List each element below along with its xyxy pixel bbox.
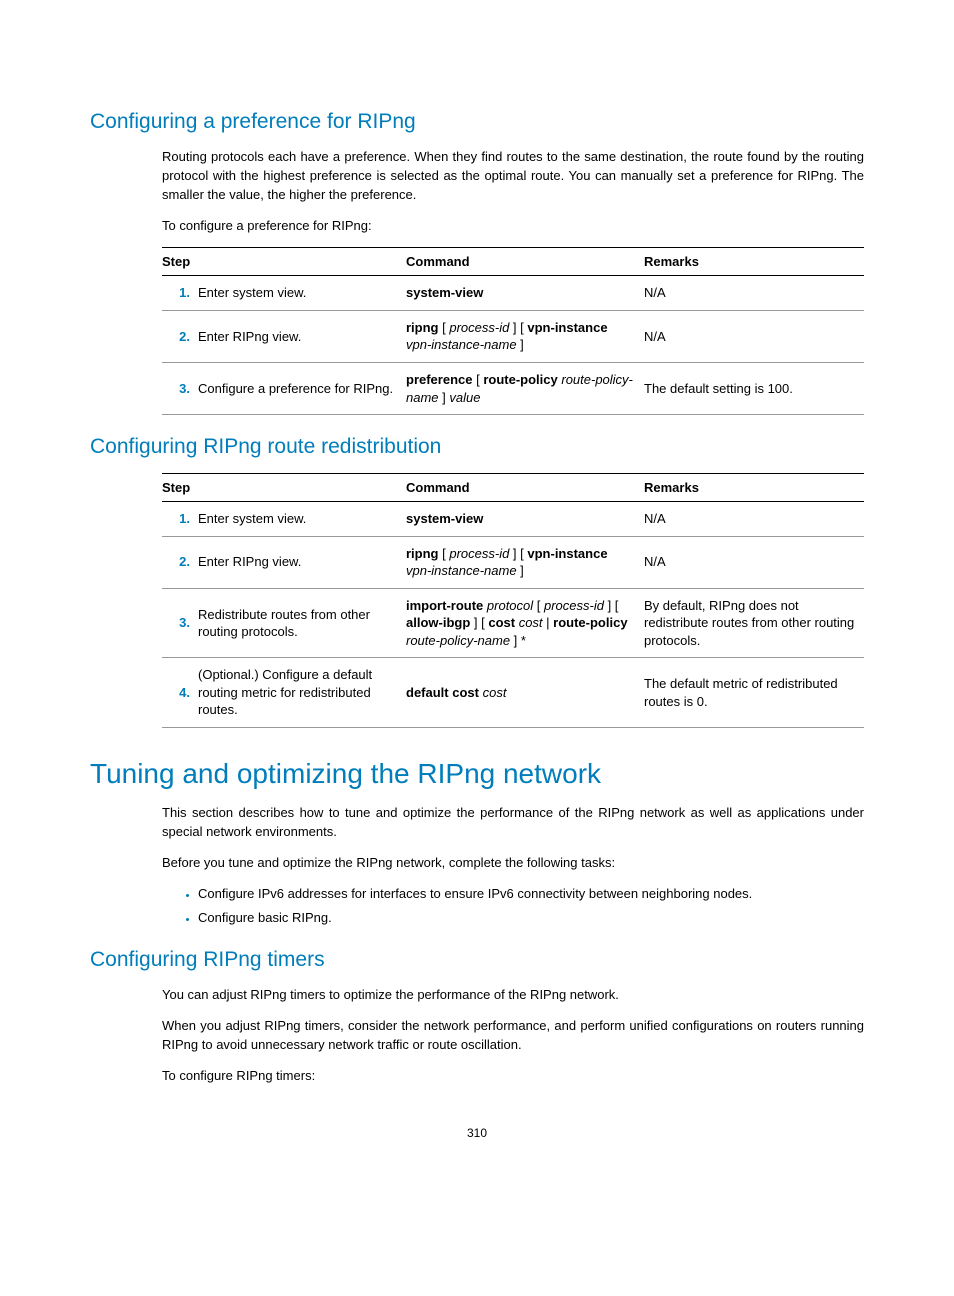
cmd-arg: route-policy-name: [406, 633, 510, 648]
paragraph: This section describes how to tune and o…: [162, 804, 864, 842]
cmd-kw: cost: [488, 615, 515, 630]
step-number: 4.: [162, 658, 198, 728]
table-row: 1. Enter system view. system-view N/A: [162, 276, 864, 311]
remarks-text: N/A: [644, 502, 864, 537]
cmd-kw: preference: [406, 372, 472, 387]
document-page: Configuring a preference for RIPng Routi…: [0, 0, 954, 1180]
table-preference: Step Command Remarks 1. Enter system vie…: [162, 247, 864, 415]
table-header-row: Step Command Remarks: [162, 248, 864, 276]
cmd-kw: system-view: [406, 285, 483, 300]
heading-tuning: Tuning and optimizing the RIPng network: [90, 758, 864, 790]
heading-preference: Configuring a preference for RIPng: [90, 110, 864, 134]
step-number: 3.: [162, 588, 198, 658]
command-text: ripng [ process-id ] [ vpn-instance vpn-…: [406, 536, 644, 588]
paragraph: Routing protocols each have a preference…: [162, 148, 864, 205]
step-text: (Optional.) Configure a default routing …: [198, 658, 406, 728]
table-row: 3. Redistribute routes from other routin…: [162, 588, 864, 658]
step-text: Enter RIPng view.: [198, 536, 406, 588]
heading-redistribution: Configuring RIPng route redistribution: [90, 435, 864, 459]
col-step: Step: [162, 248, 406, 276]
paragraph: You can adjust RIPng timers to optimize …: [162, 986, 864, 1005]
command-text: import-route protocol [ process-id ] [ a…: [406, 588, 644, 658]
step-number: 3.: [162, 363, 198, 415]
paragraph: To configure RIPng timers:: [162, 1067, 864, 1086]
table-redistribution: Step Command Remarks 1. Enter system vie…: [162, 473, 864, 728]
cmd-kw: default cost: [406, 685, 479, 700]
table-header-row: Step Command Remarks: [162, 474, 864, 502]
remarks-text: N/A: [644, 536, 864, 588]
step-text: Configure a preference for RIPng.: [198, 363, 406, 415]
cmd-arg: cost: [519, 615, 543, 630]
col-command: Command: [406, 248, 644, 276]
cmd-arg: vpn-instance-name: [406, 337, 517, 352]
step-text: Enter RIPng view.: [198, 310, 406, 362]
remarks-text: By default, RIPng does not redistribute …: [644, 588, 864, 658]
paragraph: To configure a preference for RIPng:: [162, 217, 864, 236]
paragraph: When you adjust RIPng timers, consider t…: [162, 1017, 864, 1055]
paragraph: Before you tune and optimize the RIPng n…: [162, 854, 864, 873]
cmd-arg: process-id: [449, 546, 509, 561]
col-remarks: Remarks: [644, 248, 864, 276]
cmd-arg: value: [449, 390, 480, 405]
list-item: Configure IPv6 addresses for interfaces …: [198, 885, 864, 904]
cmd-kw: route-policy: [553, 615, 627, 630]
cmd-arg: vpn-instance-name: [406, 563, 517, 578]
command-text: default cost cost: [406, 658, 644, 728]
table-row: 4. (Optional.) Configure a default routi…: [162, 658, 864, 728]
remarks-text: The default metric of redistributed rout…: [644, 658, 864, 728]
col-step: Step: [162, 474, 406, 502]
remarks-text: The default setting is 100.: [644, 363, 864, 415]
cmd-kw: ripng: [406, 546, 439, 561]
step-number: 1.: [162, 502, 198, 537]
cmd-kw: route-policy: [483, 372, 557, 387]
step-text: Enter system view.: [198, 502, 406, 537]
command-text: system-view: [406, 502, 644, 537]
command-text: preference [ route-policy route-policy-n…: [406, 363, 644, 415]
step-number: 2.: [162, 536, 198, 588]
col-remarks: Remarks: [644, 474, 864, 502]
step-number: 2.: [162, 310, 198, 362]
cmd-arg: process-id: [449, 320, 509, 335]
step-text: Enter system view.: [198, 276, 406, 311]
table-row: 2. Enter RIPng view. ripng [ process-id …: [162, 536, 864, 588]
col-command: Command: [406, 474, 644, 502]
command-text: system-view: [406, 276, 644, 311]
table-row: 1. Enter system view. system-view N/A: [162, 502, 864, 537]
remarks-text: N/A: [644, 310, 864, 362]
cmd-kw: system-view: [406, 511, 483, 526]
remarks-text: N/A: [644, 276, 864, 311]
cmd-kw: allow-ibgp: [406, 615, 470, 630]
step-text: Redistribute routes from other routing p…: [198, 588, 406, 658]
step-number: 1.: [162, 276, 198, 311]
cmd-kw: ripng: [406, 320, 439, 335]
heading-timers: Configuring RIPng timers: [90, 948, 864, 972]
command-text: ripng [ process-id ] [ vpn-instance vpn-…: [406, 310, 644, 362]
cmd-kw: import-route: [406, 598, 483, 613]
cmd-arg: process-id: [544, 598, 604, 613]
table-row: 3. Configure a preference for RIPng. pre…: [162, 363, 864, 415]
cmd-arg: protocol: [487, 598, 533, 613]
cmd-kw: vpn-instance: [527, 320, 607, 335]
cmd-arg: cost: [483, 685, 507, 700]
cmd-kw: vpn-instance: [527, 546, 607, 561]
table-row: 2. Enter RIPng view. ripng [ process-id …: [162, 310, 864, 362]
task-list: Configure IPv6 addresses for interfaces …: [162, 885, 864, 929]
list-item: Configure basic RIPng.: [198, 909, 864, 928]
page-number: 310: [90, 1126, 864, 1140]
